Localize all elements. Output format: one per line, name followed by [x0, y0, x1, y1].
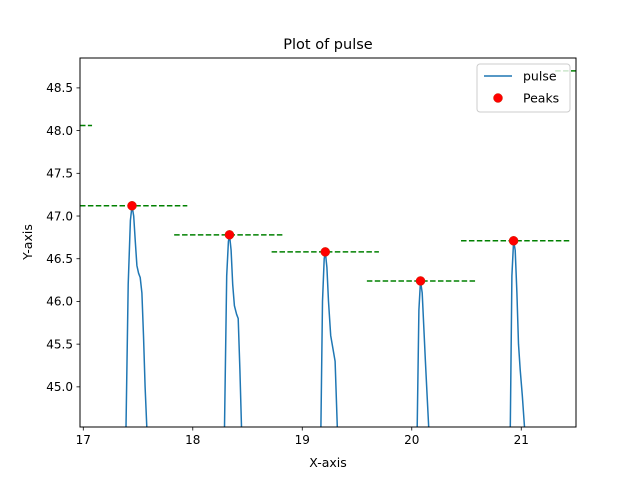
x-tick-label: 17 [76, 433, 91, 447]
x-tick-label: 21 [514, 433, 529, 447]
x-tick-label: 20 [404, 433, 419, 447]
pulse-series-segment-4 [509, 240, 526, 427]
legend-label-peaks: Peaks [523, 91, 559, 106]
pulse-series-segment-1 [223, 234, 243, 427]
x-tick-label: 19 [295, 433, 310, 447]
peak-marker-1 [224, 230, 235, 240]
peak-marker-3 [415, 276, 426, 286]
y-tick-label: 46.5 [46, 252, 73, 266]
peak-marker-2 [320, 247, 331, 257]
y-tick-label: 45.0 [46, 380, 73, 394]
y-tick-label: 46.0 [46, 295, 73, 309]
y-tick-label: 48.0 [46, 124, 73, 138]
axis-ticks: 17 18 19 20 21 45.0 45.5 46.0 46.5 47.0 47.5 48.0 48… [46, 81, 529, 447]
plot-area [80, 70, 576, 427]
peak-marker-4 [508, 236, 519, 246]
y-tick-label: 47.0 [46, 209, 73, 223]
legend: pulse Peaks [476, 63, 571, 113]
chart-title: Plot of pulse [283, 37, 373, 53]
legend-label-pulse: pulse [523, 69, 557, 84]
y-axis-label: Y-axis [20, 224, 35, 261]
pulse-series-segment-3 [416, 280, 430, 427]
x-axis-label: X-axis [309, 455, 347, 470]
y-tick-label: 48.5 [46, 81, 73, 95]
y-tick-label: 45.5 [46, 337, 73, 351]
peak-marker-0 [127, 201, 137, 211]
legend-peak-marker [493, 93, 503, 103]
x-tick-label: 18 [185, 433, 200, 447]
pulse-series-segment-0 [125, 205, 148, 427]
plot-frame [79, 57, 577, 428]
pulse-series-segment-2 [320, 251, 339, 427]
y-tick-label: 47.5 [46, 167, 73, 181]
